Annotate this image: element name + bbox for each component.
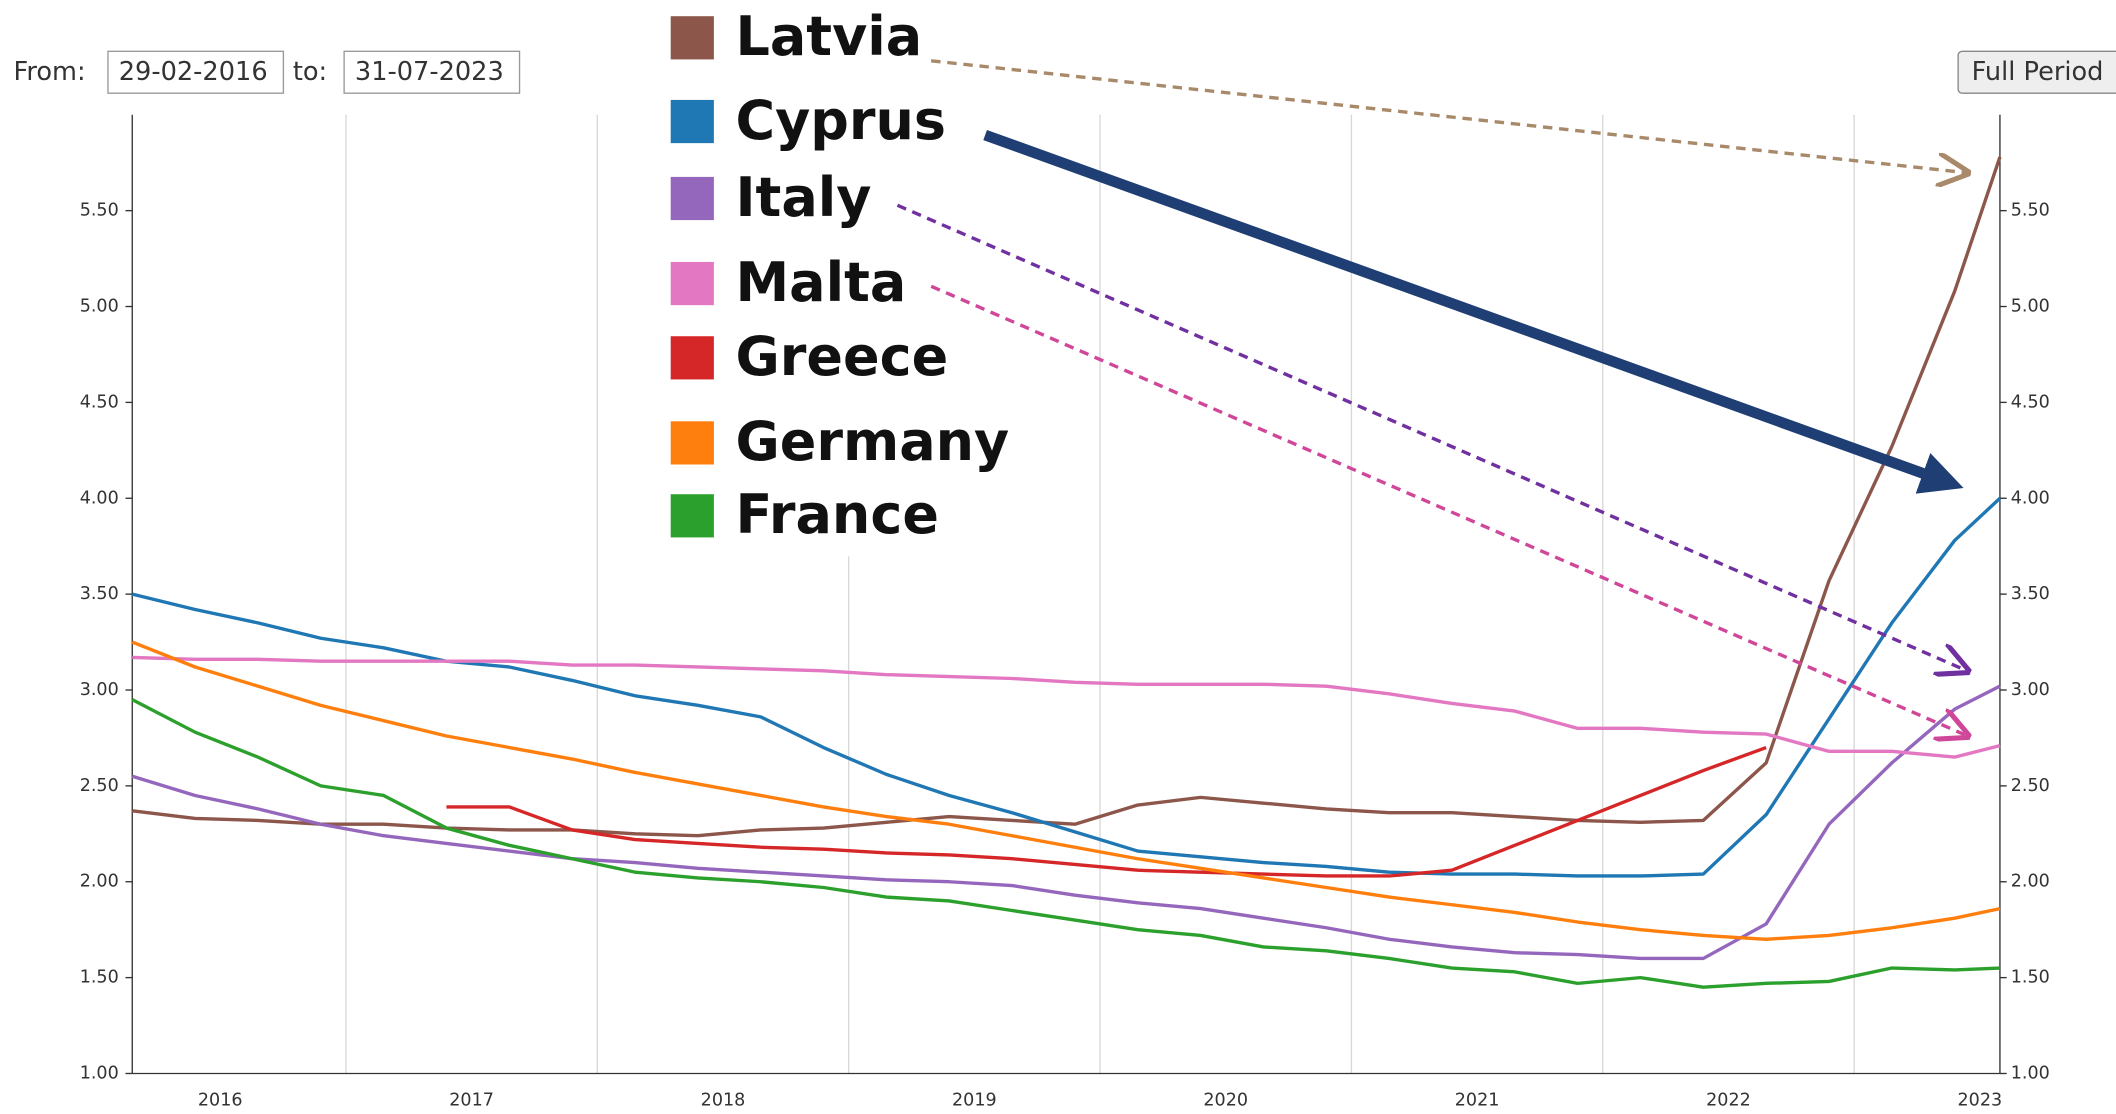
x-tick-label: 2016 [198,1090,243,1110]
y2-tick-label: 2.50 [2011,776,2050,796]
to-input[interactable] [343,50,521,94]
legend-label: Malta [735,251,906,314]
y-tick-label: 5.50 [80,201,119,221]
legend-swatch [670,176,714,221]
series-line [131,497,2002,878]
series-line [446,745,1767,878]
series-line [131,684,2001,961]
y2-tick-label: 2.00 [2011,872,2050,892]
y2-tick-label: 3.50 [2011,584,2050,604]
y2-tick-label: 5.00 [2011,297,2050,317]
from-value: 29-02-2016 [119,57,268,87]
y-tick-label: 5.00 [80,297,119,317]
y2-tick-label: 4.50 [2011,392,2050,412]
y-tick-label: 4.50 [80,392,119,412]
legend-label: France [735,483,938,546]
y2-tick-label: 3.00 [2011,680,2050,700]
grid: 1.00 1.00 1.50 1.50 2.00 2.00 2.50 2.50 3.00 3.00… [80,114,2050,1111]
arrow-cyprus [983,129,1964,494]
legend-swatch [670,336,714,380]
y-tick-label: 4.00 [80,488,119,508]
full-period-text: Full Period [1972,57,2104,87]
x-tick-label: 2021 [1455,1090,1500,1110]
from-input[interactable] [107,50,285,94]
x-tick-label: 2023 [1958,1090,2003,1110]
legend-label: Italy [735,166,871,229]
y2-tick-label: 5.50 [2011,201,2050,221]
x-tick-label: 2020 [1203,1090,1248,1110]
series-line [132,655,2001,759]
series-line [131,640,2001,941]
legend: Latvia Cyprus Italy Malta Greece Germany Franc… [670,5,1009,546]
lines [131,156,2002,989]
x-tick-label: 2018 [701,1090,746,1110]
y-tick-label: 3.50 [80,584,119,604]
legend-label: Cyprus [735,89,946,152]
x-tick-label: 2017 [449,1090,494,1110]
x-tick-label: 2022 [1706,1090,1751,1110]
legend-label: Greece [735,325,948,388]
to-label: to: [293,57,327,87]
x-tick-label: 2019 [952,1090,997,1110]
y-tick-label: 2.50 [80,776,119,796]
y-tick-label: 3.00 [80,680,119,700]
y2-tick-label: 1.00 [2011,1063,2050,1083]
from-label: From: [13,57,85,87]
series-line [131,698,2001,989]
legend-label: Latvia [735,5,922,68]
y-tick-label: 1.50 [80,968,119,988]
legend-swatch [670,494,714,538]
legend-swatch [670,99,714,144]
legend-swatch [670,421,714,465]
y-tick-label: 1.00 [80,1063,119,1083]
arrow-italy [896,203,1967,671]
legend-swatch [670,261,714,306]
full-period-button[interactable] [1957,50,2116,94]
to-value: 31-07-2023 [355,57,504,87]
y-tick-label: 2.00 [80,872,119,892]
arrow-latvia [930,59,1967,173]
arrow-malta [930,284,1967,736]
legend-swatch [670,16,714,60]
legend-label: Germany [735,410,1009,473]
y2-tick-label: 4.00 [2011,488,2050,508]
y2-tick-label: 1.50 [2011,968,2050,988]
